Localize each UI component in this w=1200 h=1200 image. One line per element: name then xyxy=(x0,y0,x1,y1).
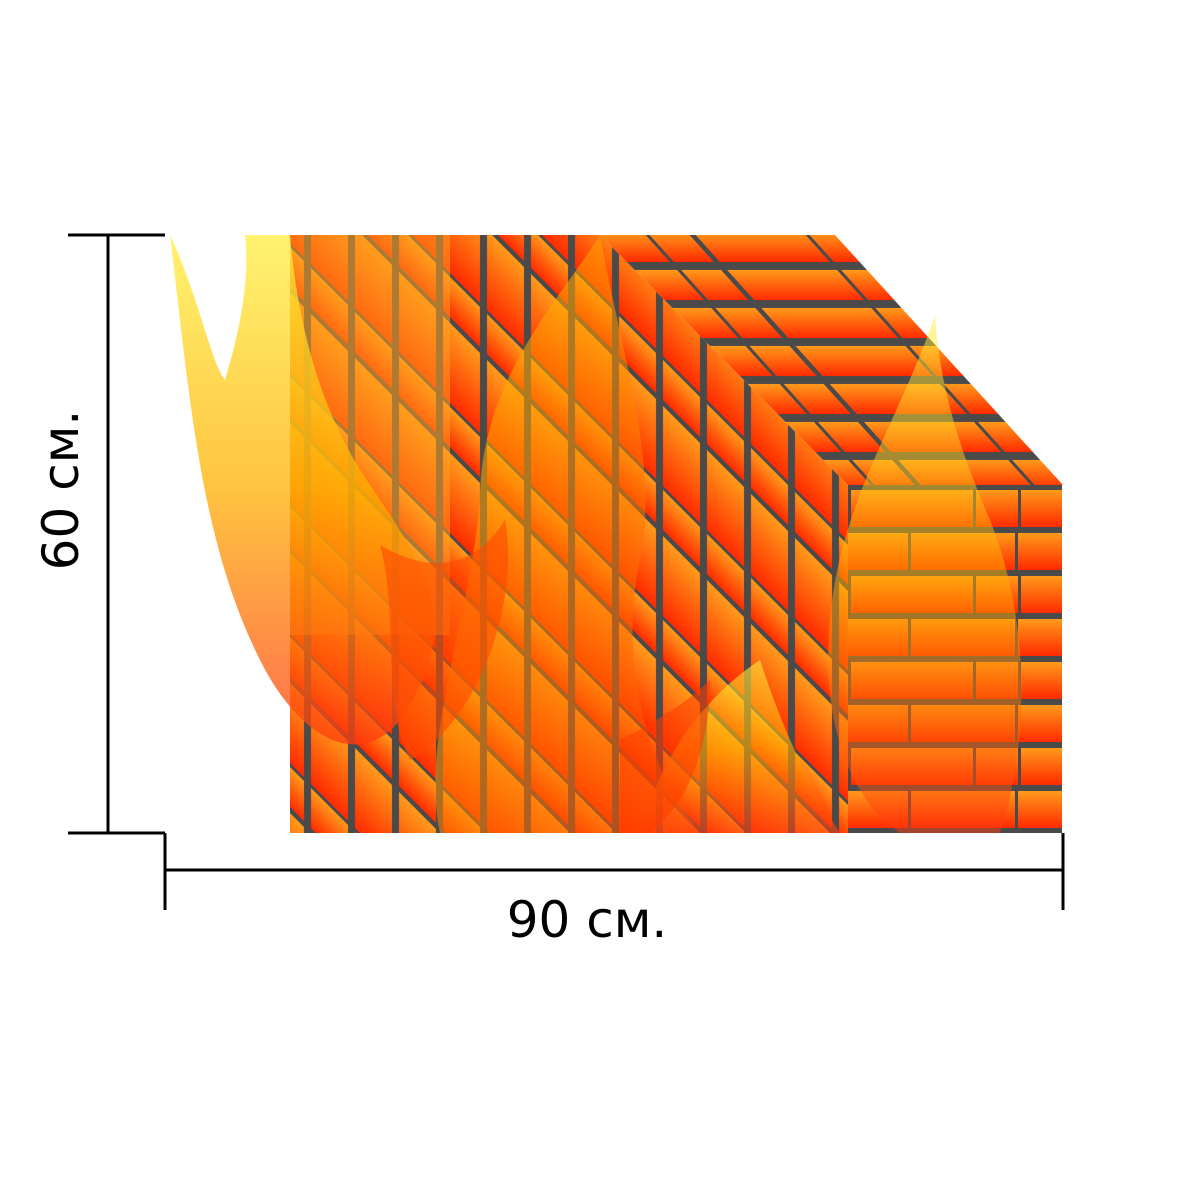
dimension-lines xyxy=(68,233,1065,910)
height-label: 60 см. xyxy=(32,410,90,571)
firewall-illustration xyxy=(170,235,1063,833)
width-label: 90 см. xyxy=(507,891,668,949)
